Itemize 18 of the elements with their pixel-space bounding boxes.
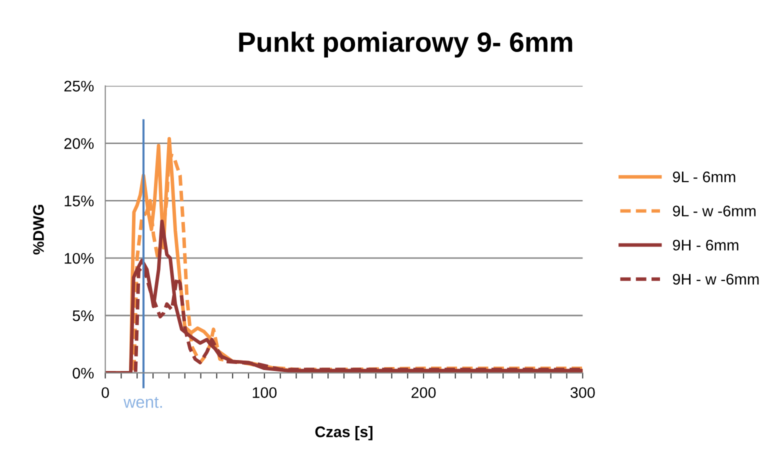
legend-label: 9L - 6mm xyxy=(672,172,736,182)
y-tick-label: 15% xyxy=(64,196,94,206)
y-tick-label: 10% xyxy=(64,252,94,264)
y-tick-label: 20% xyxy=(64,138,94,149)
x-tick-label: 200 xyxy=(412,387,436,398)
y-axis-title: %DWG xyxy=(33,204,44,254)
x-tick-label: 0 xyxy=(102,387,109,398)
x-tick-label: 100 xyxy=(252,387,277,398)
y-tick-label: 25% xyxy=(64,80,94,92)
y-tick-label: 5% xyxy=(72,310,94,322)
chart-title: Punkt pomiarowy 9- 6mm xyxy=(239,32,572,58)
x-tick-label: 300 xyxy=(570,387,595,398)
legend-label: 9H - w -6mm xyxy=(672,274,759,285)
y-tick-label: 0% xyxy=(72,368,94,379)
x-axis-title: Czas [s] xyxy=(315,426,372,440)
legend-label: 9L - w -6mm xyxy=(672,206,756,216)
ref-line-label: went. xyxy=(124,396,162,408)
legend-label: 9H - 6mm xyxy=(672,240,738,251)
